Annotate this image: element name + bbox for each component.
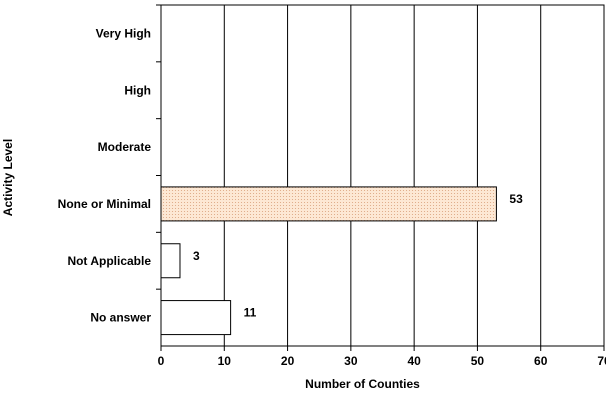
x-tick-label: 60 <box>534 354 548 368</box>
y-axis-title: Activity Level <box>1 139 15 216</box>
x-tick-label: 30 <box>344 354 358 368</box>
x-tick-label: 50 <box>471 354 485 368</box>
plot-area-frame <box>160 4 605 347</box>
category-label: None or Minimal <box>58 197 151 211</box>
bar <box>160 243 181 279</box>
bar <box>160 186 497 222</box>
category-label: Moderate <box>98 140 152 154</box>
data-label: 53 <box>509 192 523 206</box>
x-tick-label: 10 <box>218 354 232 368</box>
data-label: 3 <box>193 249 200 263</box>
x-tick-label: 0 <box>158 354 165 368</box>
data-labels: 53 3 11 <box>193 192 523 320</box>
category-label: High <box>124 83 151 97</box>
gridlines <box>156 4 605 351</box>
x-tick-label: 70 <box>597 354 606 368</box>
x-axis-title: Number of Counties <box>305 377 420 391</box>
data-label: 11 <box>244 306 257 320</box>
category-label: Not Applicable <box>67 254 151 268</box>
category-label: No answer <box>90 311 151 325</box>
bars <box>160 186 497 336</box>
x-tick-label: 40 <box>407 354 421 368</box>
category-label: Very High <box>96 26 151 40</box>
x-tick-labels: 0 10 20 30 40 50 60 70 <box>158 354 606 368</box>
x-tick-label: 20 <box>281 354 295 368</box>
bar <box>160 300 232 336</box>
category-labels: Very High High Moderate None or Minimal Not … <box>58 26 152 324</box>
